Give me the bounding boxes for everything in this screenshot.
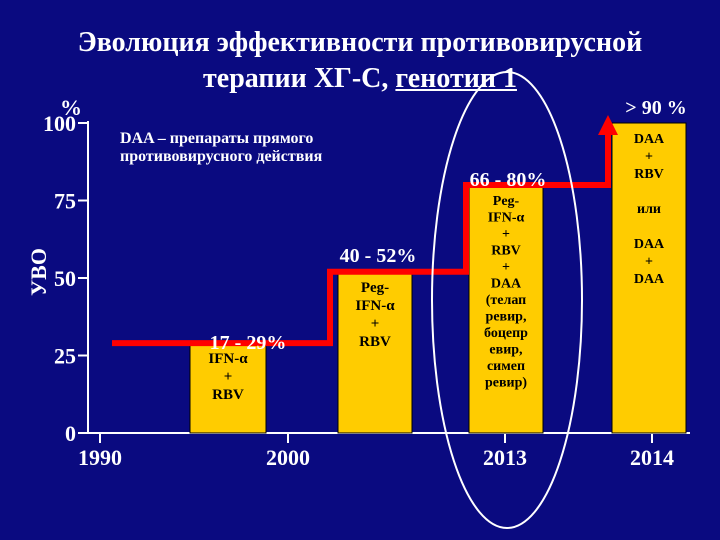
range-label: > 90 % xyxy=(625,97,686,119)
title-line-1: Эволюция эффективности противовирусной xyxy=(77,27,643,58)
bar-label-line: + xyxy=(645,255,653,270)
bar-label-line: RBV xyxy=(212,387,244,403)
bar-label-line: RBV xyxy=(634,167,664,182)
range-label: 17 - 29% xyxy=(210,332,287,354)
bar-label-line: ревир, xyxy=(486,310,527,325)
bar-label-line: Peg- xyxy=(361,280,389,296)
step-line xyxy=(112,133,611,347)
bar xyxy=(337,271,413,434)
bar-label-line: DAA xyxy=(634,272,665,287)
bar-label-line: + xyxy=(224,369,233,385)
bar-label-line: + xyxy=(645,150,653,165)
y-tick-label: 25 xyxy=(54,344,76,369)
title-line-2: терапии ХГ-С, генотип 1 xyxy=(30,62,690,96)
bar-label-line: + xyxy=(371,316,380,332)
bar-label-line: (телап xyxy=(486,293,527,308)
y-tick-label: 50 xyxy=(54,266,76,291)
y-tick-label: 75 xyxy=(54,189,76,214)
y-unit-label: % xyxy=(60,95,82,120)
bar-label-line: ревир) xyxy=(485,376,527,391)
highlight-ellipse xyxy=(431,71,583,529)
range-label: 66 - 80% xyxy=(470,169,547,191)
title-line-2-prefix: терапии ХГ-С, xyxy=(203,63,396,94)
bar-label-line: IFN-α xyxy=(488,211,525,226)
step-arrowhead xyxy=(598,115,618,135)
bar-label-line: DAA xyxy=(491,277,522,292)
bar-label-line: евир, xyxy=(489,343,522,358)
bar-label-line: + xyxy=(502,227,510,242)
bar-label-line: IFN-α xyxy=(355,298,395,314)
x-tick-label: 2013 xyxy=(483,445,527,470)
bar-label-line: RBV xyxy=(359,334,391,350)
bar-label-line: боцепр xyxy=(484,326,528,341)
title-genotype: генотип 1 xyxy=(395,63,517,94)
bar-label-line: IFN-α xyxy=(208,351,248,367)
bar-label-line: симеп xyxy=(487,359,525,374)
y-tick-label: 100 xyxy=(43,111,76,136)
x-tick-label: 1990 xyxy=(78,445,122,470)
range-label: 40 - 52% xyxy=(340,245,417,267)
y-tick-label: 0 xyxy=(65,421,76,446)
daa-definition-note: DAA – препараты прямого противовирусного… xyxy=(120,130,323,165)
bar-label-line: RBV xyxy=(491,244,521,259)
bar xyxy=(468,184,544,434)
bar xyxy=(611,122,687,434)
bar-label-line: Peg- xyxy=(493,194,520,209)
bar-label-line: DAA xyxy=(634,237,665,252)
bar xyxy=(189,342,267,434)
x-tick-label: 2000 xyxy=(266,445,310,470)
bar-label-line: или xyxy=(637,202,661,217)
bar-label-line: + xyxy=(502,260,510,275)
y-axis-title: УВО xyxy=(26,248,51,296)
x-tick-label: 2014 xyxy=(630,445,674,470)
bar-label-line: DAA xyxy=(634,132,665,147)
